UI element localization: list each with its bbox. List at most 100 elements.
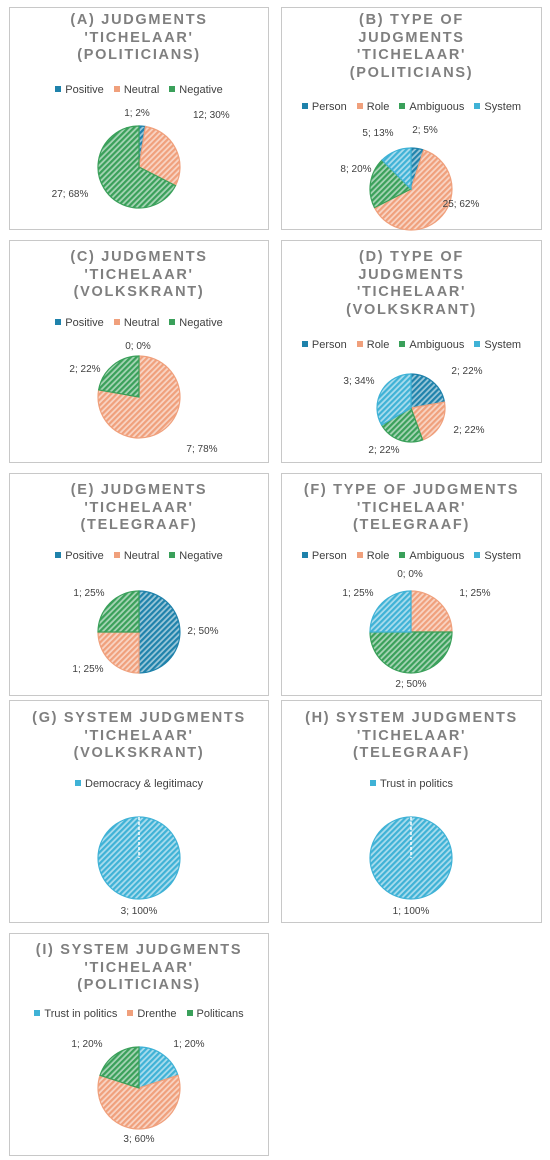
- chart-title-line: 'TICHELAAR': [84, 266, 194, 283]
- data-label-neutral: 1; 25%: [72, 664, 103, 675]
- chart-title-line: (VOLKSKRANT): [73, 745, 205, 761]
- legend-swatch: [356, 341, 363, 347]
- legend-swatch: [113, 319, 120, 325]
- legend-swatch: [34, 1010, 41, 1016]
- chart-title-line: 'TICHELAAR': [84, 959, 194, 976]
- legend-swatch: [55, 86, 62, 92]
- legend-label: Person: [311, 339, 347, 351]
- legend-label: System: [484, 101, 522, 113]
- legend-label: Role: [366, 101, 390, 113]
- chart-title: (D) TYPE OF JUDGMENTS 'TICHELAAR' (VOLKSKRA…: [281, 249, 542, 319]
- legend-item-trust-in-politics: Trust in politics: [370, 778, 453, 790]
- pie-slice-role: [373, 149, 453, 231]
- pie-slice-trust-in-politics: [138, 1046, 179, 1089]
- legend-swatch: [113, 86, 120, 92]
- pie-slice-person: [410, 373, 446, 409]
- data-label-ambiguous: 2; 50%: [395, 679, 426, 690]
- chart-title-line: (D) TYPE OF: [359, 249, 464, 265]
- chart-title-line: 'TICHELAAR': [356, 727, 467, 744]
- pie-slice-politicans: [99, 1046, 140, 1089]
- chart-title-line: (G) SYSTEM JUDGMENTS: [32, 710, 246, 726]
- legend-label: Person: [311, 101, 347, 113]
- legend-item-neutral: Neutral: [113, 317, 159, 329]
- legend-item-system: System: [474, 339, 521, 351]
- chart-title-line: (H) SYSTEM JUDGMENTS: [305, 710, 518, 726]
- legend-item-negative: Negative: [169, 550, 223, 562]
- chart-title: (E) JUDGMENTS 'TICHELAAR' (TELEGRAAF): [9, 482, 269, 535]
- data-label-politicans: 1; 20%: [71, 1039, 102, 1050]
- legend-label: Neutral: [123, 550, 160, 562]
- pie-slice-drenthe: [97, 1074, 181, 1130]
- legend-item-role: Role: [356, 339, 390, 351]
- pie-slice-ambiguous: [369, 159, 413, 209]
- chart-title-line: 'TICHELAAR': [84, 727, 194, 744]
- chart-legend: Trust in politics: [281, 778, 542, 790]
- data-label-neutral: 7; 78%: [186, 444, 217, 455]
- pie-slice-neutral: [138, 125, 181, 187]
- chart-title-line: (TELEGRAAF): [353, 745, 470, 761]
- data-label-person: 2; 5%: [412, 125, 438, 136]
- legend-item-negative: Negative: [169, 84, 223, 96]
- legend-swatch: [356, 103, 363, 109]
- legend-label: Ambiguous: [409, 339, 465, 351]
- data-label-system: 5; 13%: [362, 128, 393, 139]
- chart-title-line: (I) SYSTEM JUDGMENTS: [35, 942, 243, 958]
- pie-slice-negative: [97, 355, 140, 398]
- legend-label: Role: [366, 550, 390, 562]
- legend-item-positive: Positive: [55, 317, 104, 329]
- legend-item-negative: Negative: [169, 317, 223, 329]
- legend-label: Person: [311, 550, 347, 562]
- legend-swatch: [169, 319, 176, 325]
- legend-swatch: [399, 552, 406, 558]
- legend-label: Ambiguous: [409, 550, 465, 562]
- data-label-role: 1; 25%: [459, 588, 490, 599]
- legend-swatch: [301, 103, 308, 109]
- chart-title-line: 'TICHELAAR': [356, 47, 467, 63]
- chart-title: (C) JUDGMENTS 'TICHELAAR' (VOLKSKRANT): [9, 249, 269, 302]
- data-label-negative: 27; 68%: [52, 189, 89, 200]
- chart-title-line: (E) JUDGMENTS: [70, 482, 208, 498]
- legend-swatch: [113, 552, 120, 558]
- legend-label: Negative: [179, 84, 223, 96]
- data-label-positive: 1; 2%: [124, 108, 150, 119]
- chart-legend: Democracy & legitimacy: [9, 778, 269, 790]
- data-label-trust-in-politics: 1; 100%: [393, 906, 430, 917]
- data-label-role: 2; 22%: [453, 425, 484, 436]
- legend-swatch: [55, 319, 62, 325]
- chart-title-line: (B) TYPE OF: [359, 12, 464, 28]
- legend-item-role: Role: [356, 101, 390, 113]
- chart-legend: Person Role Ambiguous System: [281, 339, 542, 351]
- chart-title-line: (POLITICIANS): [77, 977, 201, 993]
- data-label-system: 1; 25%: [342, 588, 373, 599]
- pie-slice-system: [381, 147, 412, 191]
- legend-swatch: [301, 552, 308, 558]
- legend-swatch: [474, 552, 481, 558]
- chart-title-line: (VOLKSKRANT): [346, 301, 477, 318]
- data-label-trust-in-politics: 1; 20%: [173, 1039, 204, 1050]
- legend-item-ambiguous: Ambiguous: [399, 101, 464, 113]
- chart-title-line: (POLITICIANS): [77, 47, 201, 63]
- legend-label: Positive: [65, 84, 104, 96]
- chart-title-line: 'TICHELAAR': [356, 499, 467, 516]
- legend-label: Role: [366, 339, 390, 351]
- data-label-positive: 2; 50%: [187, 626, 218, 637]
- chart-title-line: (TELEGRAAF): [353, 517, 470, 533]
- chart-title-line: JUDGMENTS: [358, 266, 465, 283]
- legend-swatch: [169, 86, 176, 92]
- pie-slice-system: [376, 373, 412, 426]
- pie-slice-negative: [97, 590, 140, 633]
- data-label-ambiguous: 8; 20%: [340, 164, 371, 175]
- chart-title-line: 'TICHELAAR': [84, 29, 194, 46]
- data-label-system: 3; 34%: [343, 376, 374, 387]
- chart-title-line: 'TICHELAAR': [356, 284, 467, 300]
- data-label-person: 0; 0%: [397, 569, 423, 580]
- legend-swatch: [474, 103, 481, 109]
- chart-title: (H) SYSTEM JUDGMENTS 'TICHELAAR' (TELEGRAA…: [281, 710, 542, 763]
- chart-legend: Positive Neutral Negative: [9, 550, 269, 562]
- legend-swatch: [186, 1010, 193, 1016]
- legend-label: Positive: [65, 317, 104, 329]
